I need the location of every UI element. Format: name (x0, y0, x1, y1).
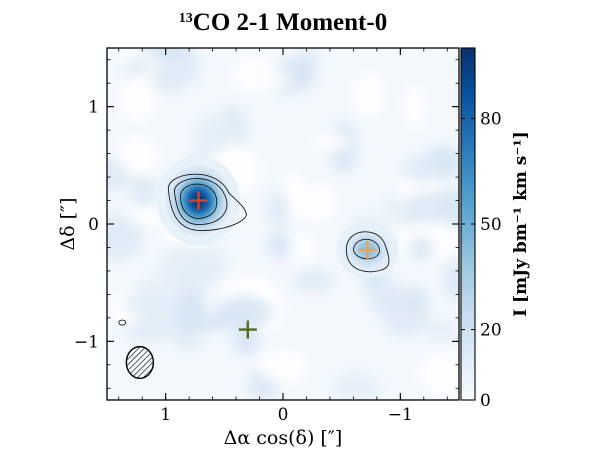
noise-blob (267, 233, 293, 258)
marker-layer (189, 191, 377, 339)
noise-blob (277, 55, 318, 78)
title-superscript: 13 (179, 11, 193, 26)
beam-ellipse (125, 345, 155, 379)
noise-blob (158, 243, 218, 295)
contour-line (346, 231, 390, 273)
noise-blob (107, 213, 143, 261)
noise-blob (333, 372, 380, 400)
contour-line (174, 178, 228, 225)
colorbar-ticks: 0 20 50 80 (461, 109, 502, 411)
noise-blob (172, 284, 206, 333)
noise-blob (194, 115, 238, 152)
x-tick-label: 0 (278, 405, 289, 425)
colorbar-tick-label: 0 (480, 391, 491, 411)
x-tick-label: −1 (388, 405, 413, 425)
noise-blob (141, 48, 189, 58)
noise-blob (268, 190, 289, 229)
noise-blob (131, 277, 178, 329)
contour-layer (118, 173, 390, 326)
contour-line (118, 319, 127, 326)
noise-blob (404, 156, 436, 182)
noise-blob (442, 259, 459, 301)
y-axis-ticks: 1 0 −1 (74, 59, 459, 389)
noise-blob (418, 352, 459, 396)
noise-blob (217, 295, 272, 330)
contour-line (168, 173, 247, 231)
noise-blob (174, 331, 202, 350)
colorbar-label: I [mJy bm⁻¹ km s⁻¹] (511, 131, 531, 317)
colorbar-tick-label: 50 (480, 215, 502, 235)
noise-blob (292, 270, 335, 291)
y-tick-label: 0 (88, 215, 99, 235)
y-axis-label: Δδ [″] (57, 197, 79, 250)
noise-blob (232, 326, 261, 355)
noise-blob (300, 184, 337, 221)
x-tick-label: 1 (160, 405, 171, 425)
noise-blob (118, 135, 158, 176)
x-axis-ticks: 1 0 −1 (118, 48, 448, 425)
noise-blob (128, 175, 159, 206)
chart-title: 13CO 2-1 Moment-0 (179, 9, 387, 36)
colorbar-tick-label: 20 (480, 321, 502, 341)
y-tick-label: 1 (88, 98, 99, 118)
noise-blob (119, 73, 156, 123)
beam-layer (125, 345, 155, 379)
noise-blob (383, 287, 429, 337)
noise-blob (290, 232, 316, 263)
noise-blob (404, 83, 425, 130)
colorbar-tick-label: 80 (480, 109, 502, 129)
contour-line (353, 238, 380, 260)
noise-blob (314, 132, 350, 152)
title-text: CO 2-1 Moment-0 (193, 9, 387, 36)
noise-blob (409, 237, 434, 260)
noise-blob (204, 245, 228, 285)
noise-blob (126, 208, 165, 225)
contour-line (180, 183, 218, 219)
noise-blob (403, 190, 459, 223)
noise-background (107, 48, 459, 400)
noise-blob (420, 320, 459, 341)
y-tick-label: −1 (74, 332, 99, 352)
x-axis-label: Δα cos(δ) [″] (224, 427, 343, 449)
plot-area (107, 48, 459, 400)
noise-blob (257, 350, 308, 384)
noise-blob (352, 72, 385, 117)
